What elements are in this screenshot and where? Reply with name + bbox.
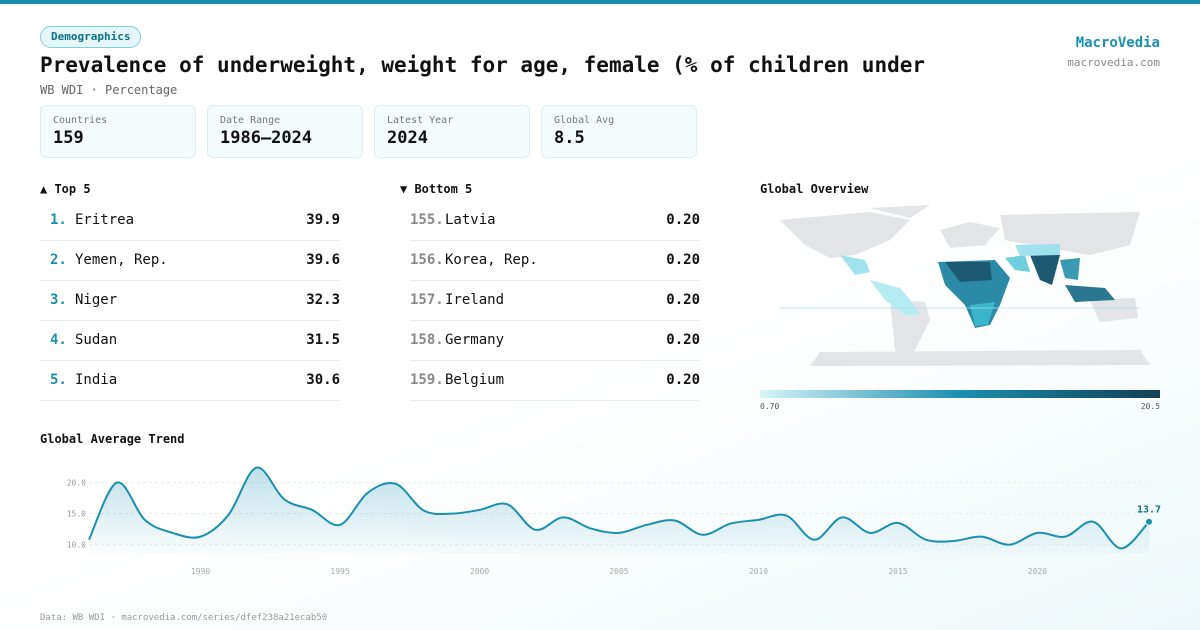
row-value: 39.6: [306, 252, 340, 268]
x-tick-label: 1990: [191, 567, 210, 576]
land: [780, 205, 1150, 366]
stat-card: Latest Year 2024: [374, 105, 530, 158]
row-value: 0.20: [666, 372, 700, 388]
trend-chart: 10.0 15.0 20.0 1990 1995 2000 2005 2010 2015 2020…: [67, 466, 1161, 576]
row-value: 31.5: [306, 332, 340, 348]
x-tick-label: 2020: [1028, 567, 1047, 576]
row-value: 39.9: [306, 212, 340, 228]
rank: 1.: [50, 212, 67, 228]
rank: 2.: [50, 252, 67, 268]
rank: 155.: [410, 212, 444, 228]
stat-card: Countries 159: [40, 105, 196, 158]
country-name: Yemen, Rep.: [75, 252, 168, 268]
country-name: Sudan: [75, 332, 118, 348]
y-tick-label: 15.0: [67, 510, 86, 519]
chart-title: Global Average Trend: [40, 432, 185, 446]
stat-label: Date Range: [220, 115, 281, 126]
category-badge[interactable]: Demographics: [40, 26, 142, 48]
country-name: Belgium: [445, 372, 505, 388]
list-row[interactable]: 2. Yemen, Rep. 39.6: [40, 240, 340, 281]
stat-label: Latest Year: [387, 115, 454, 126]
x-tick-label: 1995: [330, 567, 349, 576]
row-value: 0.20: [666, 332, 700, 348]
rank: 159.: [410, 372, 444, 388]
stat-label: Global Avg: [554, 115, 615, 126]
x-tick-label: 2005: [609, 567, 628, 576]
stat-value: 8.5: [554, 128, 585, 148]
country-name: India: [75, 372, 118, 388]
list-row[interactable]: 158. Germany 0.20: [410, 320, 700, 361]
page-title: Prevalence of underweight, weight for ag…: [40, 53, 926, 77]
rank: 156.: [410, 252, 444, 268]
line: [88, 466, 1150, 550]
list-row[interactable]: 155. Latvia 0.20: [410, 200, 700, 241]
color-scale: [760, 390, 1160, 398]
row-value: 0.20: [666, 212, 700, 228]
subtitle: WB WDI · Percentage: [40, 83, 178, 97]
row-value: 0.20: [666, 292, 700, 308]
list-row[interactable]: 156. Korea, Rep. 0.20: [410, 240, 700, 281]
row-value: 30.6: [306, 372, 340, 388]
rank: 157.: [410, 292, 444, 308]
brand[interactable]: MacroVedia: [1075, 35, 1160, 51]
data-region: [840, 244, 1115, 328]
scale-min: 0.70: [760, 402, 780, 411]
list-row[interactable]: 5. India 30.6: [40, 360, 340, 401]
country-name: Germany: [445, 332, 505, 348]
stat-card: Global Avg 8.5: [541, 105, 697, 158]
rank: 158.: [410, 332, 444, 348]
scale-max: 20.5: [1140, 402, 1160, 411]
row-value: 0.20: [666, 252, 700, 268]
x-tick-label: 2010: [749, 567, 768, 576]
top-bar: [0, 0, 1200, 4]
country-name: Latvia: [445, 212, 496, 228]
end-label: 13.7: [1137, 505, 1161, 516]
list-row[interactable]: 1. Eritrea 39.9: [40, 200, 340, 241]
y-tick-label: 10.0: [67, 541, 86, 550]
row-value: 32.3: [306, 292, 340, 308]
site[interactable]: macrovedia.com: [1067, 56, 1160, 69]
world-map: [780, 205, 1150, 366]
list-row[interactable]: 159. Belgium 0.20: [410, 360, 700, 401]
bottom-title: ▼ Bottom 5: [400, 182, 473, 196]
y-tick-label: 20.0: [67, 479, 86, 488]
country-name: Niger: [75, 292, 118, 308]
stat-value: 2024: [387, 128, 428, 148]
rank: 3.: [50, 292, 67, 308]
country-name: Ireland: [445, 292, 505, 308]
country-name: Korea, Rep.: [445, 252, 538, 268]
end-point: [1145, 517, 1153, 526]
rank: 4.: [50, 332, 67, 348]
list-row[interactable]: 157. Ireland 0.20: [410, 280, 700, 321]
stat-label: Countries: [53, 115, 108, 126]
top-title: ▲ Top 5: [40, 182, 91, 196]
map-title: Global Overview: [760, 182, 869, 196]
area: [89, 467, 1149, 554]
list-row[interactable]: 4. Sudan 31.5: [40, 320, 340, 361]
stat-card: Date Range 1986–2024: [207, 105, 363, 158]
rank: 5.: [50, 372, 67, 388]
list-row[interactable]: 3. Niger 32.3: [40, 280, 340, 321]
stat-value: 1986–2024: [220, 128, 313, 148]
x-tick-label: 2015: [888, 567, 907, 576]
footer: Data: WB WDI · macrovedia.com/series/dfe…: [40, 613, 328, 623]
x-tick-label: 2000: [470, 567, 489, 576]
country-name: Eritrea: [75, 212, 135, 228]
stat-value: 159: [53, 128, 84, 148]
